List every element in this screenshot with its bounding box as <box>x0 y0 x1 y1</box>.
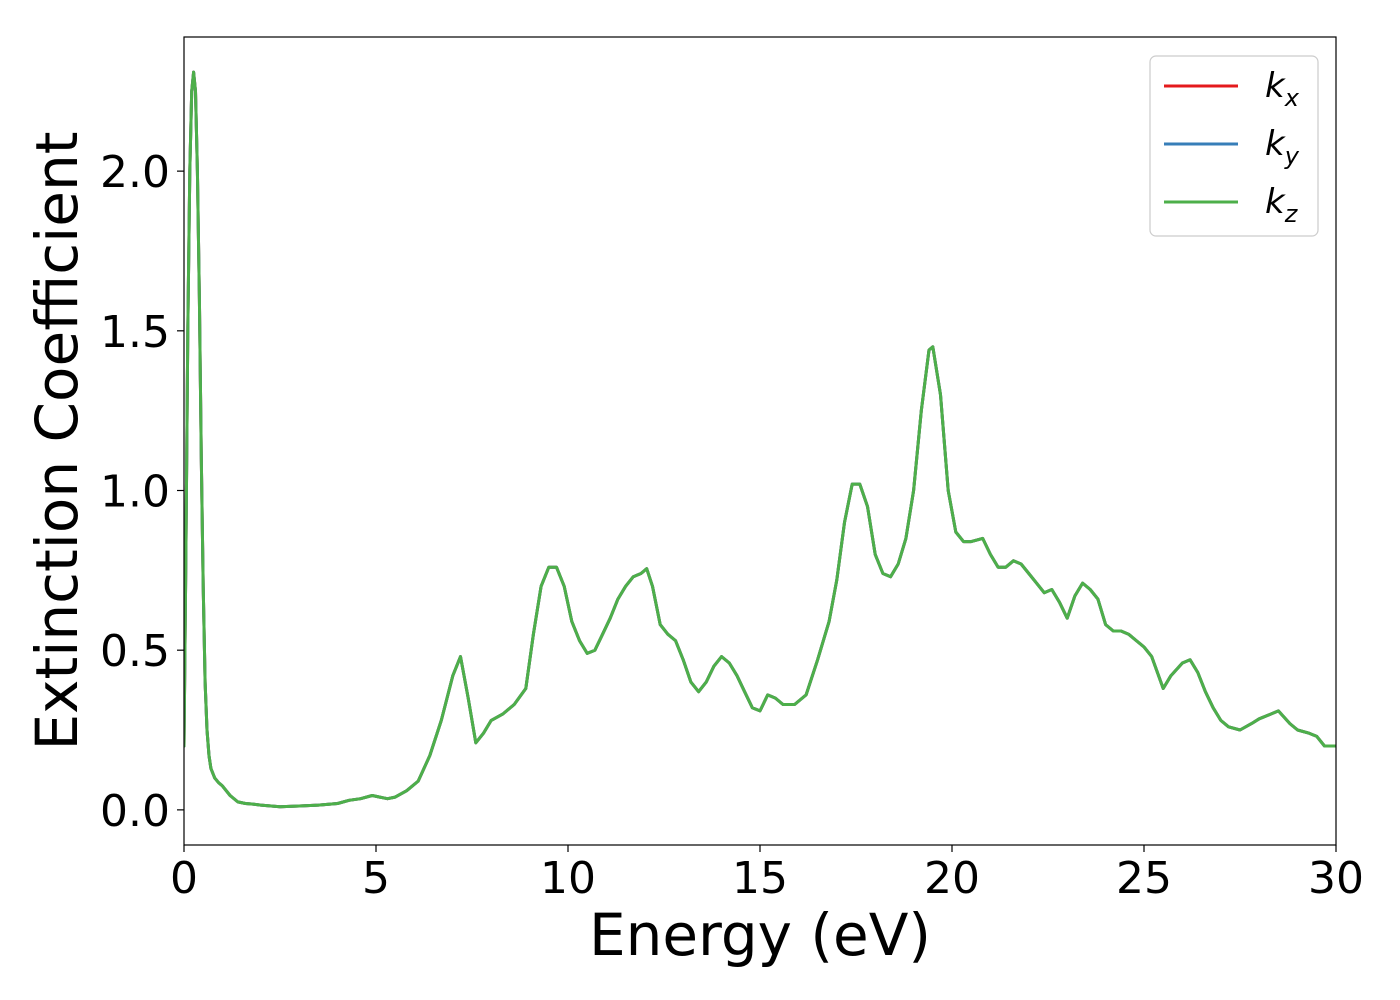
legend-label-base: k <box>1265 66 1286 106</box>
legend-label-kz: kz <box>1265 182 1299 228</box>
y-axis-ticks: 0.0 0.5 1.0 1.5 2.0 <box>100 147 184 837</box>
y-axis-title: Extinction Coefficient <box>23 132 91 751</box>
series-layer <box>184 70 1336 809</box>
x-axis-title: Energy (eV) <box>589 901 931 969</box>
x-tick-label: 0 <box>170 853 198 904</box>
legend-label-base: k <box>1265 124 1286 164</box>
series-line-kz <box>184 70 1336 809</box>
x-tick-label: 5 <box>362 853 390 904</box>
y-tick-label: 0.0 <box>100 786 170 837</box>
x-tick-label: 20 <box>924 853 980 904</box>
plot-area <box>183 36 1337 846</box>
x-tick-label: 30 <box>1308 853 1364 904</box>
y-tick-label: 1.0 <box>100 467 170 518</box>
legend-frame <box>1149 55 1319 237</box>
legend-label-subscript: z <box>1284 200 1299 228</box>
x-axis-ticks: 0 5 10 15 20 25 30 <box>170 845 1364 904</box>
y-tick-label: 1.5 <box>100 307 170 358</box>
x-tick-label: 10 <box>540 853 596 904</box>
legend-label-subscript: y <box>1284 142 1300 170</box>
legend-label-subscript: x <box>1284 84 1300 112</box>
y-tick-label: 2.0 <box>100 147 170 198</box>
x-tick-label: 25 <box>1116 853 1172 904</box>
legend-label-base: k <box>1265 182 1286 222</box>
y-tick-label: 0.5 <box>100 626 170 677</box>
x-tick-label: 15 <box>732 853 788 904</box>
legend-label-ky: ky <box>1265 124 1300 170</box>
legend-label-kx: kx <box>1265 66 1300 112</box>
